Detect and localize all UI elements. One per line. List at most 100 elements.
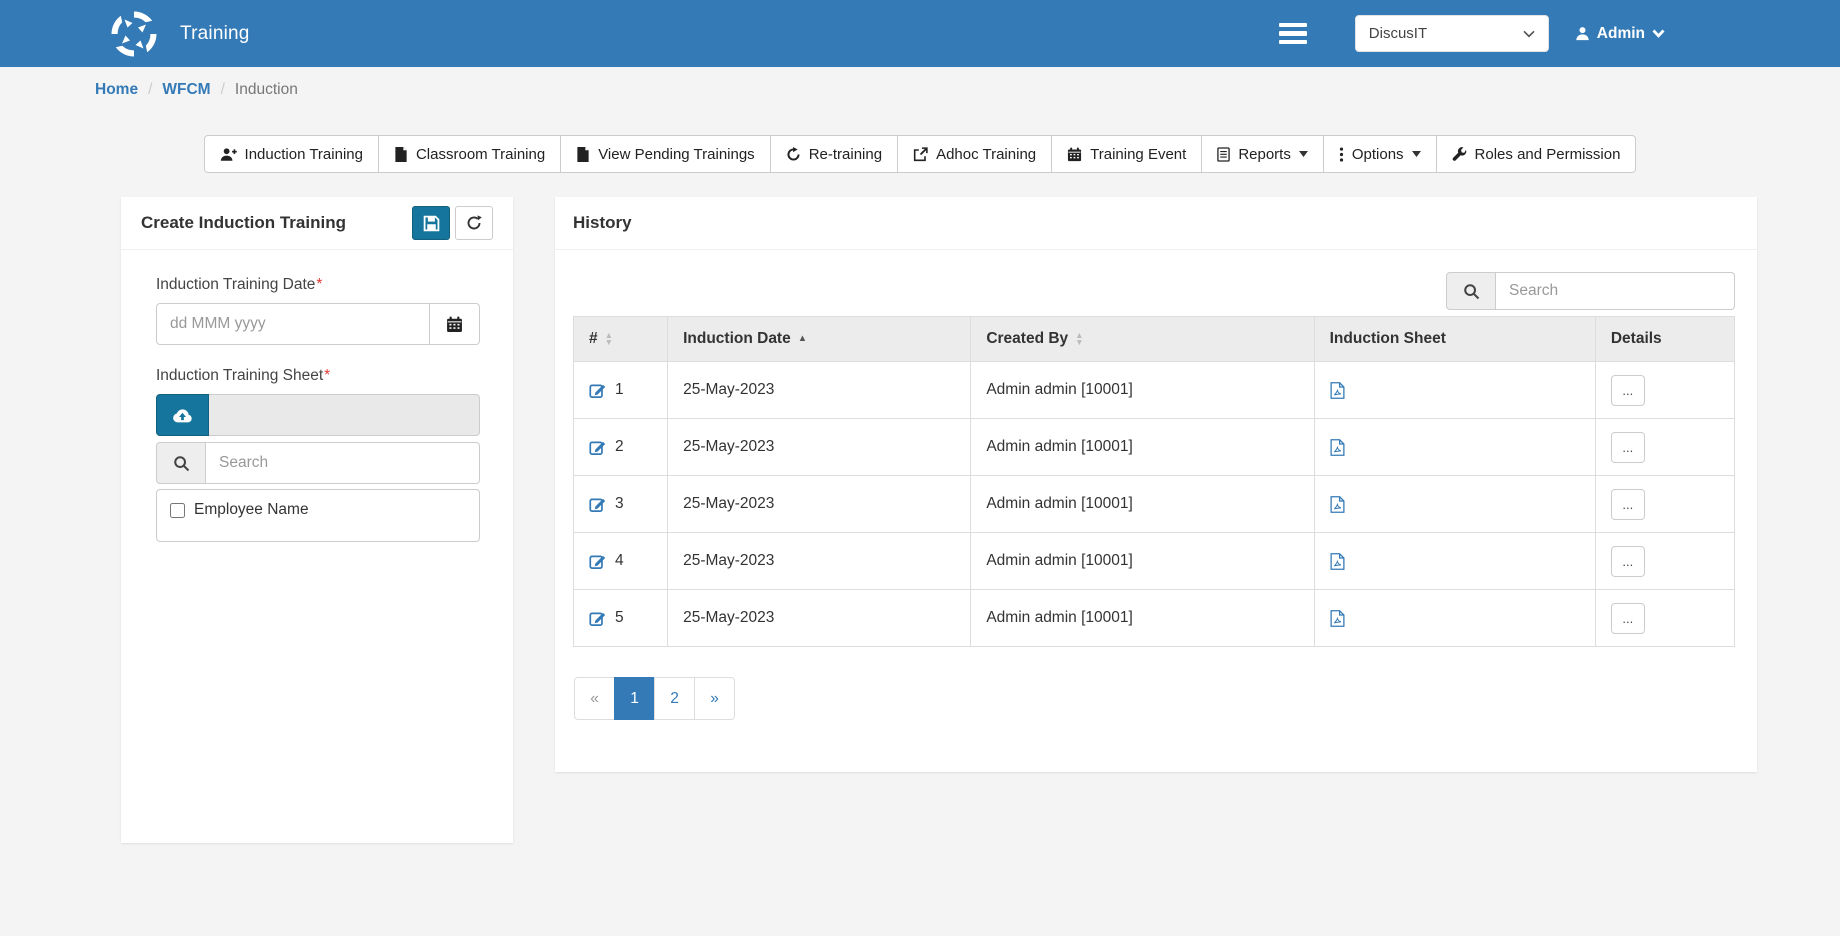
hamburger-bar [1278, 39, 1307, 45]
table-row: 1 25-May-2023 Admin admin [10001] ... [572, 361, 1736, 419]
pagination: « 1 2 » [574, 677, 735, 720]
pagination-next-button[interactable]: » [694, 677, 735, 720]
details-button[interactable]: ... [1610, 545, 1645, 577]
tab-label: Classroom Training [415, 145, 546, 163]
pagination-page-1[interactable]: 1 [614, 677, 655, 720]
pagination-page-2[interactable]: 2 [654, 677, 695, 720]
column-header-induction-sheet: Induction Sheet [1313, 316, 1596, 362]
induction-date-cell: 25-May-2023 [667, 418, 972, 476]
edit-icon[interactable] [589, 553, 606, 570]
main-content: Create Induction Training Induction Trai… [121, 197, 1757, 843]
details-button[interactable]: ... [1610, 431, 1645, 463]
file-icon [394, 146, 408, 162]
created-by-cell: Admin admin [10001] [970, 589, 1315, 647]
tab-roles-and-permission[interactable]: Roles and Permission [1435, 135, 1637, 173]
column-label: Induction Sheet [1329, 330, 1446, 347]
required-marker: * [324, 367, 331, 384]
brand: Training [108, 8, 250, 60]
column-header-created-by[interactable]: Created By ▲ ▼ [970, 316, 1315, 362]
date-field-label: Induction Training Date* [156, 276, 480, 294]
hamburger-bar [1278, 31, 1307, 36]
tab-options-dropdown[interactable]: Options [1322, 135, 1437, 173]
edit-icon[interactable] [589, 496, 606, 513]
table-row: 3 25-May-2023 Admin admin [10001] ... [572, 475, 1736, 533]
employee-list: Employee Name [156, 489, 480, 542]
column-label: Induction Date [683, 330, 791, 347]
tab-view-pending-trainings[interactable]: View Pending Trainings [560, 135, 771, 173]
edit-icon[interactable] [589, 439, 606, 456]
calendar-icon [1067, 147, 1082, 162]
date-input-group [156, 303, 480, 345]
breadcrumb-separator: / [148, 81, 153, 98]
breadcrumb-home-link[interactable]: Home [95, 81, 139, 98]
pagination-prev-button[interactable]: « [574, 677, 615, 720]
tab-classroom-training[interactable]: Classroom Training [377, 135, 562, 173]
tab-label: Re-training [808, 145, 883, 163]
row-number: 3 [615, 495, 624, 512]
tab-induction-training[interactable]: Induction Training [203, 135, 379, 173]
sort-both-icon: ▲ ▼ [1075, 329, 1084, 347]
pdf-file-icon[interactable] [1330, 381, 1346, 399]
edit-icon[interactable] [589, 610, 606, 627]
top-navbar: Training DiscusIT Admin [0, 0, 1840, 67]
column-header-num[interactable]: # ▲ ▼ [572, 316, 669, 362]
column-header-induction-date[interactable]: Induction Date ▲ [667, 316, 972, 362]
details-button[interactable]: ... [1610, 602, 1645, 634]
created-by-cell: Admin admin [10001] [970, 475, 1315, 533]
user-menu[interactable]: Admin [1575, 25, 1665, 43]
calendar-icon [446, 316, 463, 333]
details-button[interactable]: ... [1610, 374, 1645, 406]
sort-asc-icon: ▲ [797, 333, 808, 345]
tab-label: Training Event [1090, 145, 1187, 163]
external-link-icon [913, 146, 928, 162]
column-label: Created By [986, 330, 1069, 347]
details-button[interactable]: ... [1610, 488, 1645, 520]
tab-label: View Pending Trainings [598, 145, 755, 163]
user-label: Admin [1596, 24, 1645, 42]
create-induction-panel: Create Induction Training Induction Trai… [121, 197, 513, 843]
pdf-file-icon[interactable] [1330, 552, 1346, 570]
file-text-icon [1217, 146, 1231, 162]
employee-search-input[interactable] [206, 442, 480, 484]
history-search-row [573, 272, 1735, 310]
hamburger-bar [1278, 22, 1307, 28]
breadcrumb-wfcm-link[interactable]: WFCM [162, 81, 211, 98]
required-marker: * [316, 276, 323, 293]
employee-name-label: Employee Name [194, 501, 309, 518]
floppy-disk-icon [423, 215, 440, 232]
history-search-input[interactable] [1496, 272, 1735, 310]
org-select[interactable]: DiscusIT [1354, 15, 1549, 52]
create-panel-title: Create Induction Training [141, 213, 346, 232]
date-picker-button[interactable] [430, 303, 480, 345]
employee-checkbox[interactable] [170, 502, 185, 518]
wrench-icon [1452, 146, 1467, 162]
employee-list-item[interactable]: Employee Name [170, 501, 466, 519]
column-label: # [589, 330, 598, 347]
chevron-down-icon [1523, 30, 1535, 38]
created-by-cell: Admin admin [10001] [970, 361, 1315, 419]
employee-search-group [156, 442, 480, 484]
app-logo-icon [108, 8, 160, 60]
row-number: 1 [615, 381, 624, 398]
caret-down-icon [1298, 151, 1308, 157]
tab-re-training[interactable]: Re-training [769, 135, 899, 173]
save-button[interactable] [412, 206, 450, 240]
pdf-file-icon[interactable] [1330, 438, 1346, 456]
search-icon [156, 442, 206, 484]
upload-button[interactable] [156, 394, 209, 436]
edit-icon[interactable] [589, 382, 606, 399]
tab-training-event[interactable]: Training Event [1051, 135, 1203, 173]
pdf-file-icon[interactable] [1330, 495, 1346, 513]
induction-date-input[interactable] [156, 303, 430, 345]
tab-reports-dropdown[interactable]: Reports [1201, 135, 1324, 173]
history-table: # ▲ ▼ Induction Date ▲ Created By ▲ ▼ Inducti… [572, 316, 1736, 647]
ellipsis-v-icon [1339, 146, 1344, 162]
history-panel-body: # ▲▼ Induction Date ▲ Created By ▲▼ Inducti… [555, 250, 1757, 748]
hamburger-menu-icon[interactable] [1278, 22, 1307, 45]
induction-date-cell: 25-May-2023 [667, 589, 972, 647]
date-field-label-text: Induction Training Date [156, 276, 316, 293]
tab-adhoc-training[interactable]: Adhoc Training [897, 135, 1053, 173]
pdf-file-icon[interactable] [1330, 609, 1346, 627]
search-icon [1446, 272, 1496, 310]
refresh-button[interactable] [455, 206, 493, 240]
